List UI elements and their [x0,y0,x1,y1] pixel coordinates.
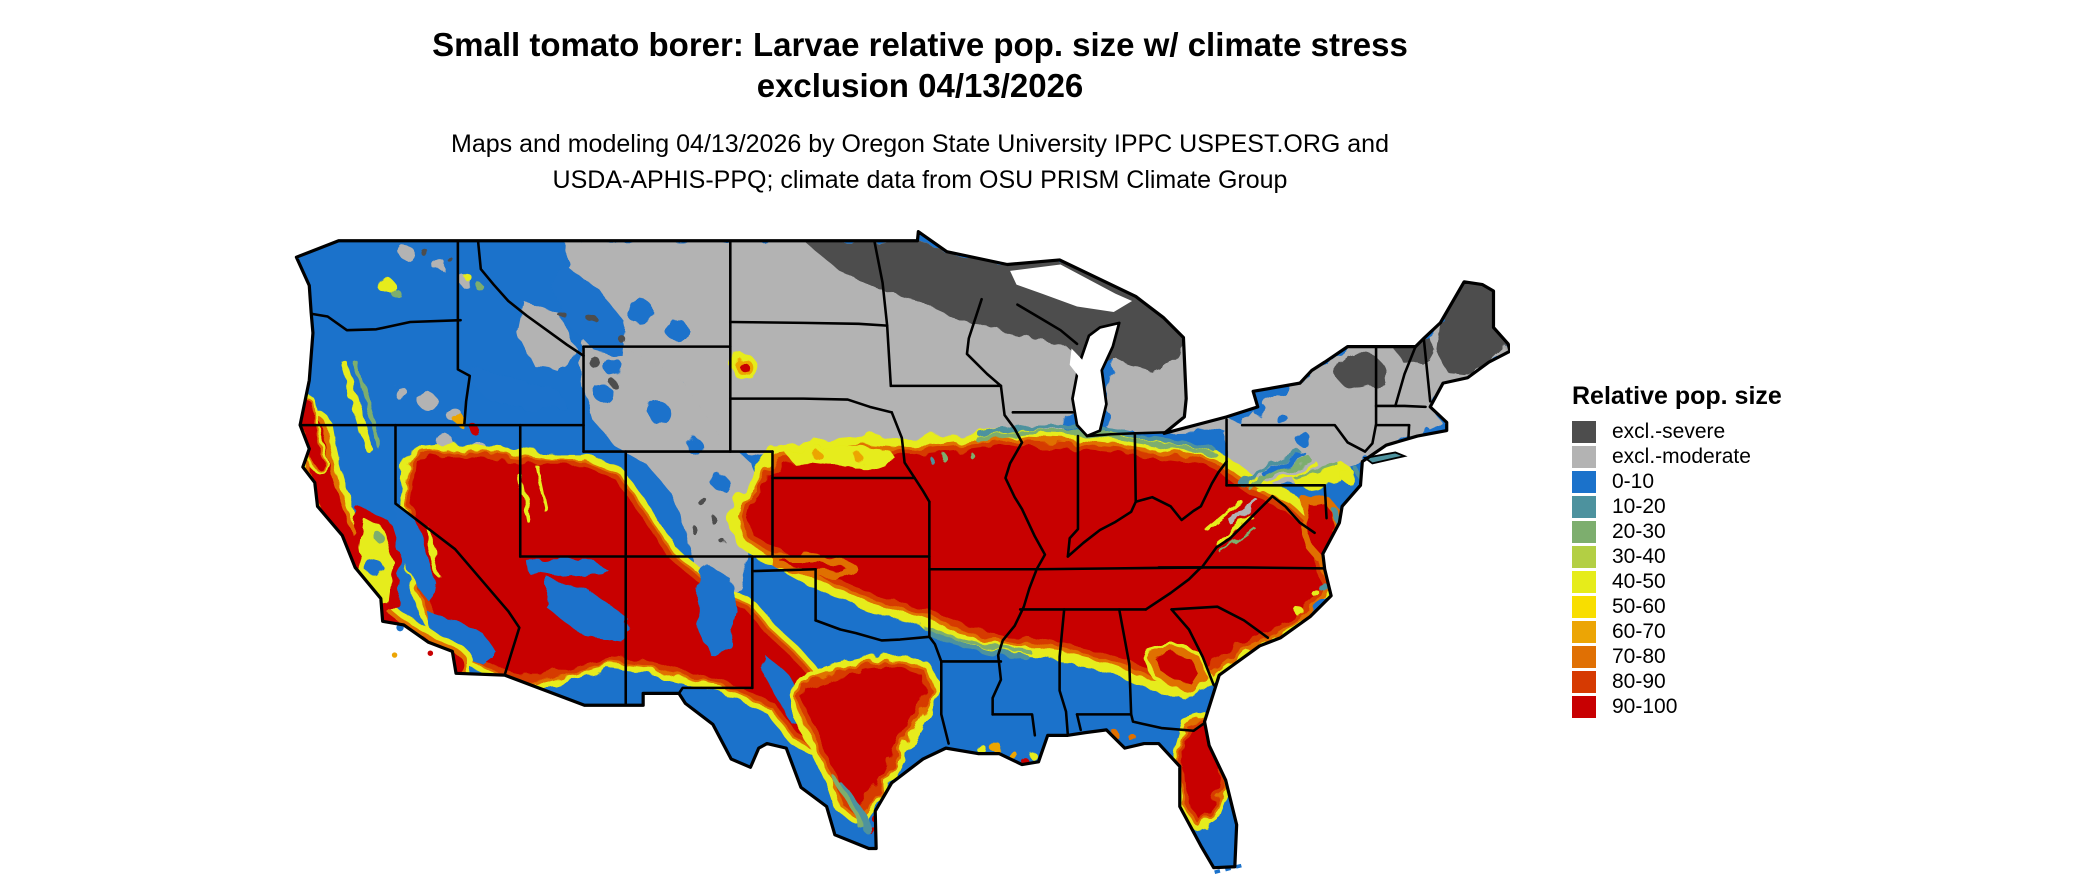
attribution-subtitle: Maps and modeling 04/13/2026 by Oregon S… [320,126,1520,198]
legend-item-label: 70-80 [1612,645,1666,668]
long-island [1362,451,1408,465]
legend-item-label: excl.-severe [1612,420,1726,443]
legend-item-label: 30-40 [1612,545,1666,568]
texas-band [789,653,941,834]
legend-item: excl.-moderate [1572,445,1782,468]
legend-item: 20-30 [1572,520,1782,543]
legend-item-label: 90-100 [1612,695,1678,718]
us-map [294,230,1512,874]
legend-item: 90-100 [1572,695,1782,718]
subtitle-line-2: USDA-APHIS-PPQ; climate data from OSU PR… [552,166,1288,194]
pnw-accents [339,273,757,453]
title-line-1: Small tomato borer: Larvae relative pop.… [432,26,1408,63]
us-map-container [290,228,1512,885]
legend-swatch [1572,421,1596,443]
state-borders [298,239,1432,745]
legend-item-label: excl.-moderate [1612,445,1751,468]
legend-item: 30-40 [1572,545,1782,568]
legend-swatch [1572,621,1596,643]
legend: Relative pop. size excl.-severe excl.-mo… [1572,382,1782,721]
southwest-band [393,443,844,757]
legend-item-label: 80-90 [1612,670,1666,693]
legend-item: 80-90 [1572,670,1782,693]
legend-swatch [1572,671,1596,693]
georgia-finger [1143,642,1211,698]
page-title: Small tomato borer: Larvae relative pop.… [320,24,1520,106]
legend-item-label: 40-50 [1612,570,1666,593]
legend-item: 50-60 [1572,595,1782,618]
subtitle-line-1: Maps and modeling 04/13/2026 by Oregon S… [451,130,1389,158]
legend-item-label: 20-30 [1612,520,1666,543]
blue-patches [467,264,1311,520]
legend-item: excl.-severe [1572,420,1782,443]
great-lakes [1010,264,1133,438]
conus-outline [294,230,1512,870]
legend-swatch [1572,571,1596,593]
green-bay [1069,348,1087,382]
legend-item-label: 10-20 [1612,495,1666,518]
legend-swatch [1572,646,1596,668]
legend-item: 10-20 [1572,495,1782,518]
legend-swatch [1572,546,1596,568]
title-line-2: exclusion 04/13/2026 [756,67,1084,104]
legend-swatch [1572,521,1596,543]
legend-item: 60-70 [1572,620,1782,643]
lake-superior [1010,264,1133,312]
legend-swatch [1572,596,1596,618]
legend-title: Relative pop. size [1572,382,1782,410]
legend-item-label: 0-10 [1612,470,1655,493]
legend-swatch [1572,471,1596,493]
legend-item-label: 60-70 [1612,620,1666,643]
legend-item: 0-10 [1572,470,1782,493]
legend-item: 40-50 [1572,570,1782,593]
legend-item-label: 50-60 [1612,595,1666,618]
lake-michigan [1071,321,1121,438]
legend-items: excl.-severe excl.-moderate 0-10 10-20 2… [1572,420,1782,718]
appalachian-accents [1204,450,1368,618]
legend-swatch [1572,496,1596,518]
legend-item: 70-80 [1572,645,1782,668]
legend-swatch [1572,696,1596,718]
legend-swatch [1572,446,1596,468]
